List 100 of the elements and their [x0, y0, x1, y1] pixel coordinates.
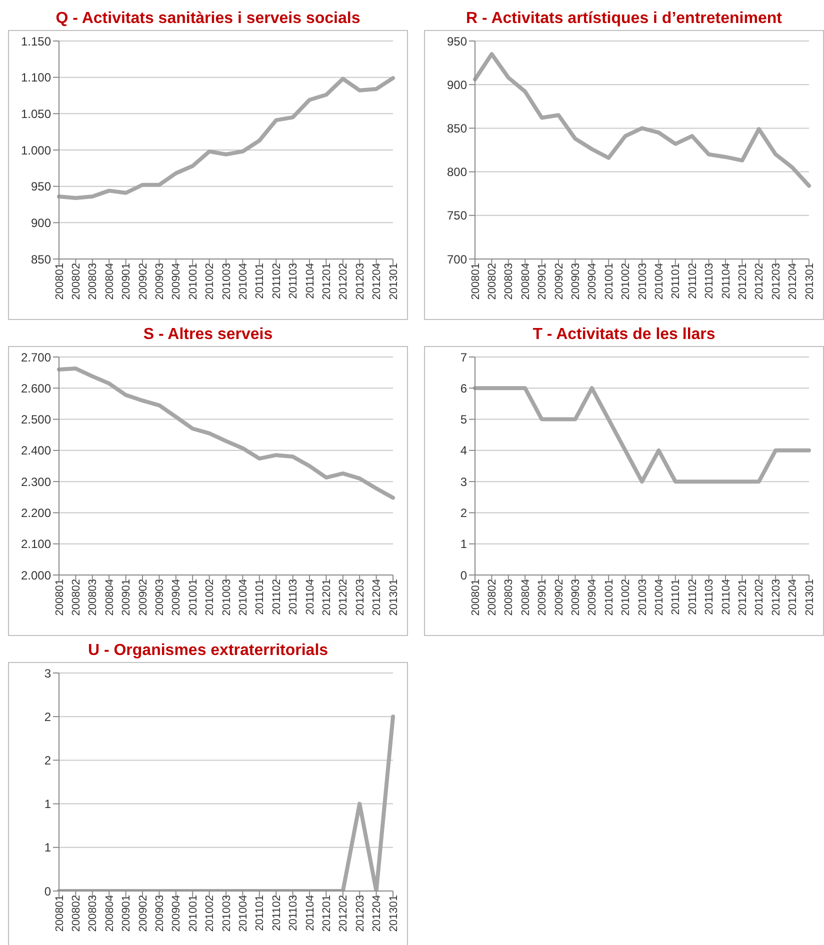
x-tick-label: 201201: [737, 263, 750, 300]
y-tick-label: 0: [44, 884, 52, 898]
x-tick-label: 201004: [238, 263, 250, 300]
y-tick-label: 2.000: [20, 568, 52, 582]
x-tick-label: 201101: [254, 895, 266, 931]
y-tick-label: 2: [460, 506, 468, 520]
y-tick-label: 1.050: [20, 106, 52, 121]
y-tick-label: 2.700: [20, 350, 52, 364]
x-tick-label: 201104: [304, 263, 316, 299]
x-tick-label: 200903: [154, 579, 166, 616]
x-tick-label: 201202: [338, 579, 350, 616]
x-tick-label: 201002: [620, 579, 632, 616]
x-tick-label: 201104: [304, 579, 316, 615]
x-tick-label: 200901: [120, 263, 133, 300]
x-tick-label: 201002: [204, 895, 216, 932]
x-tick-label: 201102: [686, 263, 699, 299]
x-tick-label: 201301: [388, 895, 400, 932]
x-tick-label: 201201: [321, 579, 334, 616]
x-tick-label: 201104: [720, 263, 732, 299]
x-tick-label: 200904: [586, 579, 599, 616]
y-tick-label: 3: [460, 474, 468, 489]
y-tick-label: 900: [30, 216, 52, 230]
x-tick-label: 201002: [204, 263, 216, 300]
x-tick-label: 201204: [371, 579, 384, 616]
y-tick-label: 2.100: [20, 537, 52, 552]
x-tick-label: 201203: [354, 263, 366, 300]
x-tick-label: 201203: [770, 263, 782, 300]
x-tick-label: 200802: [70, 579, 83, 616]
x-tick-label: 200802: [486, 579, 499, 616]
x-tick-label: 200902: [137, 895, 150, 932]
x-tick-label: 200804: [520, 263, 532, 300]
x-tick-label: 201101: [254, 579, 266, 615]
y-tick-label: 2.500: [20, 412, 52, 427]
x-tick-label: 200902: [553, 579, 566, 616]
y-tick-label: 2: [44, 753, 52, 768]
x-tick-label: 200804: [104, 579, 116, 616]
x-tick-label: 201201: [737, 579, 750, 616]
x-tick-label: 200803: [87, 579, 100, 616]
x-tick-label: 200903: [154, 895, 166, 932]
y-tick-label: 2: [44, 710, 52, 724]
y-tick-label: 1: [44, 797, 52, 812]
x-tick-label: 200903: [570, 263, 582, 300]
x-tick-label: 201102: [270, 895, 283, 931]
x-tick-label: 201002: [620, 263, 632, 300]
y-tick-label: 750: [446, 208, 468, 223]
x-tick-label: 200803: [87, 895, 100, 932]
x-tick-label: 200904: [586, 263, 599, 300]
x-tick-label: 200901: [120, 579, 133, 616]
x-tick-label: 200803: [87, 263, 100, 300]
y-tick-label: 2.400: [20, 444, 52, 458]
x-tick-label: 201104: [720, 579, 732, 615]
x-tick-label: 201002: [204, 579, 216, 616]
x-tick-label: 201204: [787, 579, 800, 616]
x-tick-label: 201203: [770, 579, 782, 616]
chart-title: R - Activitats artístiques i d’entreteniment: [465, 9, 783, 29]
x-tick-label: 201003: [220, 895, 233, 932]
y-tick-label: 6: [460, 381, 468, 396]
x-tick-label: 201301: [388, 263, 400, 300]
chart-title: S - Altres serveis: [142, 325, 274, 345]
line-series: [473, 386, 811, 484]
x-tick-label: 201201: [321, 895, 334, 932]
x-tick-label: 201004: [654, 263, 666, 300]
chart-title: U - Organismes extraterritorials: [86, 641, 330, 661]
x-tick-label: 201001: [603, 579, 616, 616]
x-tick-label: 201101: [254, 263, 266, 299]
x-tick-label: 201104: [304, 895, 316, 931]
x-tick-label: 201004: [238, 579, 250, 616]
y-tick-label: 2.300: [20, 474, 52, 489]
chart-title: Q - Activitats sanitàries i serveis socials: [54, 9, 362, 29]
x-tick-label: 200801: [470, 579, 482, 616]
x-tick-label: 200904: [170, 579, 183, 616]
line-series: [57, 366, 395, 500]
x-tick-label: 201103: [704, 579, 716, 615]
y-tick-label: 950: [30, 180, 52, 194]
x-tick-label: 200902: [137, 263, 150, 300]
x-tick-label: 201204: [787, 263, 800, 300]
x-tick-label: 200803: [503, 579, 516, 616]
x-tick-label: 201203: [354, 895, 366, 932]
x-tick-label: 200903: [570, 579, 582, 616]
y-tick-label: 950: [446, 34, 468, 48]
x-tick-label: 200902: [137, 579, 150, 616]
x-tick-label: 201004: [654, 579, 666, 616]
x-tick-label: 200803: [503, 263, 516, 300]
x-tick-label: 201103: [288, 263, 300, 299]
x-tick-label: 200804: [104, 895, 116, 932]
x-tick-label: 200804: [520, 579, 532, 616]
chart-title: T - Activitats de les llars: [532, 325, 716, 345]
x-tick-label: 201202: [338, 263, 350, 300]
y-tick-label: 1.150: [20, 34, 52, 48]
x-tick-label: 201001: [603, 263, 616, 300]
y-tick-label: 7: [460, 350, 468, 364]
x-tick-label: 201003: [636, 579, 649, 616]
x-tick-label: 200804: [104, 263, 116, 300]
x-tick-label: 201202: [754, 579, 766, 616]
x-tick-label: 201301: [804, 263, 816, 300]
y-tick-label: 3: [44, 666, 52, 680]
x-tick-label: 201102: [270, 579, 283, 615]
x-tick-label: 201301: [804, 579, 816, 616]
x-tick-label: 201001: [187, 579, 200, 616]
x-tick-label: 201003: [220, 579, 233, 616]
